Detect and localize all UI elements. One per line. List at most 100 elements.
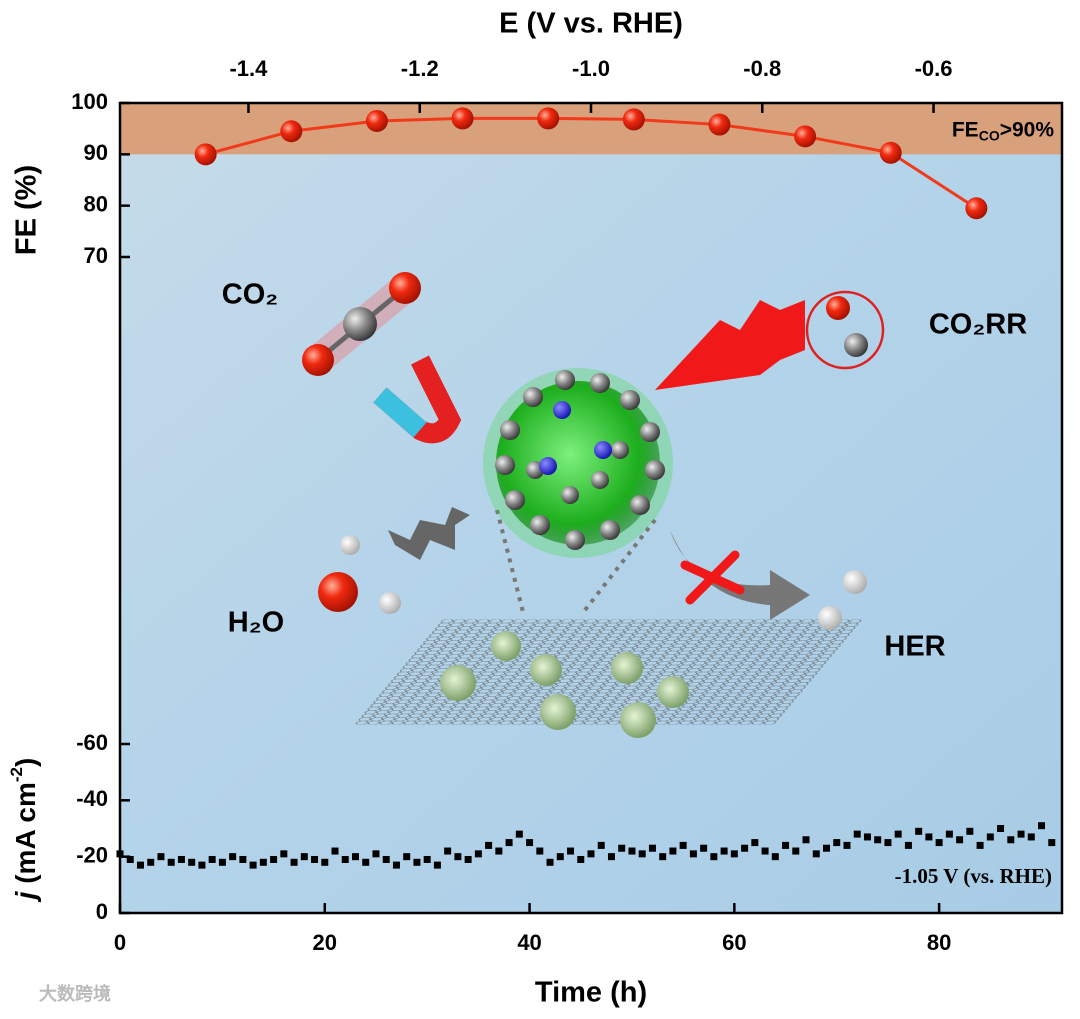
current-point bbox=[935, 839, 943, 847]
band-label: FECO>90% bbox=[952, 118, 1054, 143]
current-point bbox=[495, 847, 503, 855]
current-point bbox=[372, 850, 380, 858]
blocked-arrow bbox=[670, 530, 810, 620]
current-point bbox=[423, 855, 431, 863]
current-point bbox=[526, 839, 534, 847]
watermark: 大数跨境 bbox=[39, 983, 111, 1004]
current-point bbox=[720, 847, 728, 855]
x-axis-label: E (V vs. RHE) bbox=[499, 8, 683, 40]
current-point bbox=[485, 841, 493, 849]
current-point bbox=[782, 841, 790, 849]
y-tick-label: -20 bbox=[76, 842, 108, 867]
y-tick-label: -60 bbox=[76, 730, 108, 755]
current-point bbox=[823, 844, 830, 852]
co2-molecule bbox=[302, 272, 421, 376]
current-point bbox=[136, 861, 144, 869]
current-point bbox=[403, 853, 411, 861]
fe-point bbox=[794, 125, 817, 148]
water-molecule bbox=[318, 535, 401, 614]
current-point bbox=[454, 853, 462, 861]
current-point bbox=[362, 858, 370, 866]
current-point bbox=[956, 836, 964, 844]
current-point bbox=[597, 841, 605, 849]
current-point bbox=[567, 847, 575, 855]
current-point bbox=[177, 855, 185, 863]
current-point bbox=[863, 833, 871, 841]
plot-frame bbox=[118, 101, 1064, 915]
current-point bbox=[239, 855, 247, 863]
current-point bbox=[413, 858, 421, 866]
current-point bbox=[761, 847, 769, 855]
current-point bbox=[577, 855, 585, 863]
current-point bbox=[689, 850, 697, 858]
current-point bbox=[628, 847, 636, 855]
current-point bbox=[300, 853, 308, 861]
label-co2rr: CO₂RR bbox=[929, 309, 1027, 341]
illustration: CO₂ CO₂RR H₂O HER bbox=[222, 272, 1027, 738]
y-tick-label: 90 bbox=[84, 140, 108, 165]
current-point bbox=[290, 858, 298, 866]
x-tick-label: -1.0 bbox=[572, 56, 610, 81]
current-point bbox=[925, 833, 933, 841]
current-point bbox=[679, 841, 687, 849]
current-point bbox=[659, 853, 667, 861]
current-point bbox=[771, 853, 779, 861]
current-point bbox=[270, 855, 278, 863]
current-point bbox=[997, 825, 1005, 832]
x-tick-label: -0.8 bbox=[743, 56, 781, 81]
current-point bbox=[464, 855, 472, 863]
y-tick-label: 70 bbox=[84, 243, 108, 268]
current-point bbox=[280, 850, 288, 858]
reaction-flare bbox=[655, 300, 805, 390]
current-point bbox=[147, 858, 155, 866]
current-point bbox=[812, 850, 820, 858]
current-point bbox=[730, 850, 738, 858]
current-point bbox=[648, 844, 656, 852]
current-point bbox=[874, 836, 882, 844]
x-tick-label: 20 bbox=[313, 930, 337, 955]
graphene-sheet bbox=[354, 619, 863, 725]
current-point bbox=[833, 839, 841, 847]
current-point bbox=[126, 855, 134, 863]
current-point bbox=[208, 855, 216, 863]
x-tick-label: 40 bbox=[517, 930, 541, 955]
current-point bbox=[915, 827, 923, 835]
current-point bbox=[894, 830, 902, 838]
current-point bbox=[321, 858, 329, 866]
y-label-end: ) bbox=[10, 758, 41, 767]
current-point bbox=[669, 847, 677, 855]
fe-point bbox=[194, 143, 217, 166]
y-tick-label: 100 bbox=[71, 89, 108, 114]
current-point bbox=[607, 853, 615, 861]
current-point bbox=[341, 855, 349, 863]
current-point bbox=[167, 858, 175, 866]
current-point bbox=[433, 861, 441, 869]
y-label-text: (mA cm bbox=[10, 782, 41, 891]
fe-point bbox=[879, 141, 902, 164]
current-point bbox=[976, 841, 984, 849]
fe-point bbox=[537, 107, 560, 130]
current-point bbox=[311, 855, 319, 863]
y-tick-label: -40 bbox=[76, 786, 108, 811]
band-label-rest: >90% bbox=[1000, 118, 1055, 141]
current-point bbox=[474, 850, 482, 858]
fe-point bbox=[708, 113, 731, 136]
x-tick-label: 0 bbox=[114, 930, 126, 955]
current-point bbox=[249, 861, 257, 869]
x-axis-label: Time (h) bbox=[535, 977, 647, 1009]
current-point bbox=[700, 844, 708, 852]
current-point bbox=[802, 836, 810, 844]
current-point bbox=[792, 847, 800, 855]
current-point bbox=[843, 841, 851, 849]
current-point bbox=[1038, 822, 1046, 830]
fe-line bbox=[205, 116, 978, 210]
current-point bbox=[259, 858, 267, 866]
y-axis-label: FE (%) bbox=[11, 165, 43, 255]
annotation: -1.05 V (vs. RHE) bbox=[895, 864, 1052, 888]
current-point bbox=[618, 844, 626, 852]
current-point bbox=[966, 827, 974, 835]
band-label-main: FE bbox=[952, 118, 979, 141]
current-point bbox=[198, 861, 206, 869]
x-tick-label: -1.2 bbox=[401, 56, 439, 81]
